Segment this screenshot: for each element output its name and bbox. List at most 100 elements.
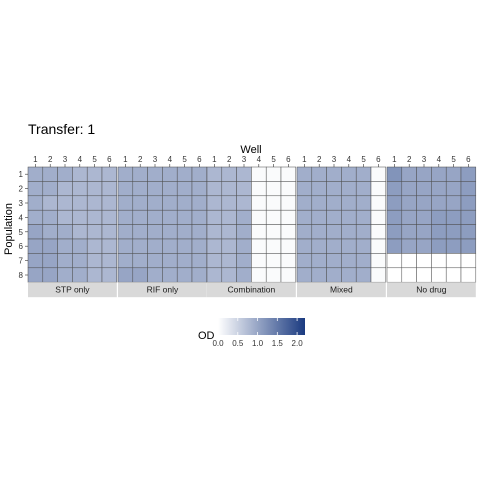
heatmap-cell	[416, 267, 432, 283]
heatmap-cell	[265, 253, 282, 269]
heatmap-cell	[326, 195, 342, 211]
heatmap-cell	[416, 238, 432, 254]
legend-tick-label: 0.5	[232, 339, 244, 348]
legend-tick-label: 2.0	[292, 339, 304, 348]
heatmap-cell	[460, 224, 477, 240]
heatmap-cell	[191, 195, 208, 211]
heatmap-cell	[326, 224, 342, 240]
heatmap-cell	[326, 209, 342, 225]
x-tick-label: 6	[197, 155, 202, 164]
heatmap-cell	[27, 267, 44, 283]
legend-tick-label: 1.0	[252, 339, 264, 348]
x-tick-label: 4	[437, 155, 442, 164]
y-tick-label: 1	[19, 170, 24, 179]
heatmap-cell	[101, 181, 118, 197]
heatmap-cell	[355, 238, 372, 254]
legend-colorbar	[218, 318, 305, 335]
heatmap-cell	[117, 209, 134, 225]
x-tick-label: 6	[376, 155, 381, 164]
x-tick-label: 6	[286, 155, 291, 164]
heatmap-cell	[401, 267, 417, 283]
strip-label: RIF only	[147, 285, 179, 295]
x-tick-label: 5	[92, 155, 97, 164]
strip-label: No drug	[416, 285, 447, 295]
heatmap-cell	[355, 181, 372, 197]
heatmap-cell	[401, 253, 417, 269]
heatmap-cell	[236, 195, 252, 211]
heatmap-cell	[162, 224, 178, 240]
heatmap-cell	[117, 253, 134, 269]
heatmap-cell	[236, 209, 252, 225]
heatmap-cell	[221, 166, 237, 182]
heatmap-cell	[311, 181, 327, 197]
heatmap-cell	[401, 166, 417, 182]
heatmap-cell	[86, 224, 103, 240]
heatmap-cell	[42, 253, 58, 269]
heatmap-cell	[251, 209, 267, 225]
heatmap-cell	[251, 181, 267, 197]
heatmap-cell	[326, 238, 342, 254]
heatmap-cell	[101, 238, 118, 254]
heatmap-cell	[355, 267, 372, 283]
strip-label: STP only	[55, 285, 90, 295]
heatmap-cell	[341, 253, 357, 269]
heatmap-cell	[460, 181, 477, 197]
heatmap-cell	[445, 224, 462, 240]
x-axis-title: Well	[240, 144, 261, 156]
heatmap-cell	[206, 267, 223, 283]
heatmap-cell	[101, 267, 118, 283]
heatmap-cell	[445, 195, 462, 211]
heatmap-cell	[251, 224, 267, 240]
heatmap-cell	[431, 166, 447, 182]
heatmap-cell	[72, 267, 88, 283]
heatmap-cell	[176, 166, 193, 182]
heatmap-cell	[72, 238, 88, 254]
heatmap-cell	[147, 181, 163, 197]
x-tick-label: 4	[347, 155, 352, 164]
heatmap-cell	[191, 253, 208, 269]
heatmap-cell	[57, 181, 73, 197]
heatmap-cell	[416, 195, 432, 211]
heatmap-cell	[296, 253, 313, 269]
chart-title: Transfer: 1	[28, 121, 95, 137]
heatmap-cell	[341, 224, 357, 240]
heatmap-cell	[355, 166, 372, 182]
heatmap-cell	[431, 224, 447, 240]
heatmap-cell	[370, 267, 387, 283]
heatmap-cell	[386, 253, 403, 269]
strip-background	[28, 282, 117, 298]
y-tick-label: 4	[19, 213, 24, 222]
heatmap-cell	[370, 238, 387, 254]
heatmap-cell	[86, 166, 103, 182]
heatmap-cell	[176, 209, 193, 225]
x-tick-label: 2	[138, 155, 143, 164]
x-tick-label: 6	[107, 155, 112, 164]
x-tick-label: 1	[392, 155, 397, 164]
heatmap-cell	[326, 267, 342, 283]
heatmap-cell	[355, 195, 372, 211]
heatmap-cell	[265, 238, 282, 254]
heatmap-cell	[280, 238, 297, 254]
heatmap-cell	[117, 267, 134, 283]
heatmap-cell	[236, 224, 252, 240]
heatmap-cell	[355, 224, 372, 240]
heatmap-cell	[206, 181, 223, 197]
heatmap-cell	[341, 267, 357, 283]
heatmap-cell	[311, 267, 327, 283]
heatmap-cell	[27, 209, 44, 225]
heatmap-cell	[101, 195, 118, 211]
y-tick-label: 8	[19, 271, 24, 280]
heatmap-cell	[296, 224, 313, 240]
heatmap-cell	[416, 224, 432, 240]
heatmap-cell	[296, 267, 313, 283]
heatmap-cell	[221, 209, 237, 225]
heatmap-cell	[386, 195, 403, 211]
heatmap-cell	[416, 181, 432, 197]
heatmap-cell	[296, 195, 313, 211]
heatmap-cell	[460, 166, 477, 182]
heatmap-cell	[132, 267, 148, 283]
strip-label: Mixed	[330, 285, 353, 295]
facet-panel: 1 2 3 4 5 6 STP only	[27, 155, 118, 298]
heatmap-cell	[251, 253, 267, 269]
